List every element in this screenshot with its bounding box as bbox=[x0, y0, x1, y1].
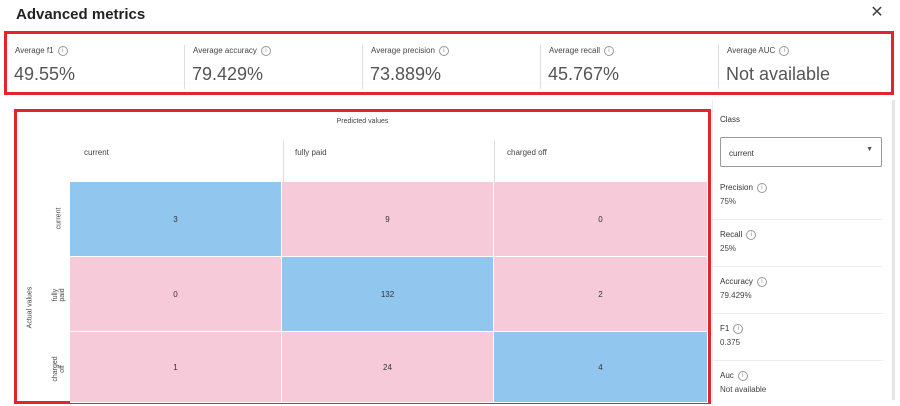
close-icon[interactable]: ✕ bbox=[870, 4, 884, 21]
divider bbox=[184, 45, 185, 89]
matrix-cell: 9 bbox=[282, 182, 494, 257]
info-icon[interactable]: i bbox=[57, 46, 68, 56]
info-icon[interactable]: i bbox=[779, 46, 790, 56]
dialog-title: Advanced metrics bbox=[16, 6, 146, 23]
chevron-down-icon: ▼ bbox=[866, 146, 873, 153]
confusion-matrix: Predicted values current fully paid char… bbox=[14, 109, 711, 404]
accuracy-label: Accuracy i bbox=[720, 277, 767, 287]
metric-value: 73.889% bbox=[370, 64, 442, 84]
recall-label: Recall i bbox=[720, 230, 757, 240]
divider bbox=[713, 219, 883, 220]
metric-label: Average accuracy bbox=[193, 46, 257, 56]
metric-value: Not available bbox=[726, 64, 831, 84]
column-header-charged-off: charged off bbox=[507, 148, 547, 157]
matrix-cell: 0 bbox=[70, 257, 282, 332]
accuracy-value: 79.429% bbox=[720, 291, 752, 300]
metric-label: Average precision bbox=[371, 46, 435, 56]
matrix-cell: 1 bbox=[70, 332, 282, 403]
column-header-current: current bbox=[84, 148, 109, 157]
info-icon[interactable]: i bbox=[746, 230, 757, 240]
precision-value: 75% bbox=[720, 197, 737, 206]
divider bbox=[494, 140, 495, 184]
info-icon[interactable]: i bbox=[733, 324, 744, 334]
metrics-summary: Average f1 i 49.55% Average accuracy i 79.… bbox=[4, 31, 894, 95]
metric-label: Average AUC bbox=[727, 46, 776, 56]
matrix-cell: 132 bbox=[282, 257, 494, 332]
column-header-fully-paid: fully paid bbox=[295, 148, 327, 157]
info-icon[interactable]: i bbox=[737, 371, 748, 381]
f1-label: F1 i bbox=[720, 324, 744, 334]
metric-average-auc: Average AUC i Not available bbox=[719, 37, 889, 91]
class-dropdown[interactable]: current ▼ bbox=[720, 137, 882, 167]
info-icon[interactable]: i bbox=[756, 183, 767, 193]
matrix-cell: 24 bbox=[282, 332, 494, 403]
metric-average-precision: Average precision i 73.889% bbox=[363, 37, 541, 91]
info-icon[interactable]: i bbox=[260, 46, 271, 56]
class-details-panel: Class current ▼ Precision i 75% Recall i 2… bbox=[712, 100, 883, 406]
predicted-values-title: Predicted values bbox=[336, 118, 389, 125]
row-header-current: current bbox=[55, 207, 63, 230]
divider bbox=[713, 360, 883, 361]
recall-value: 25% bbox=[720, 244, 737, 253]
matrix-cell: 2 bbox=[494, 257, 708, 332]
metric-average-accuracy: Average accuracy i 79.429% bbox=[185, 37, 363, 91]
row-header-fully-paid: fully paid bbox=[52, 288, 66, 302]
info-icon[interactable]: i bbox=[438, 46, 449, 56]
matrix-cell: 0 bbox=[494, 182, 708, 257]
metric-value: 79.429% bbox=[192, 64, 264, 84]
divider bbox=[362, 45, 363, 89]
f1-value: 0.375 bbox=[720, 338, 741, 347]
divider bbox=[718, 45, 719, 89]
metric-label: Average f1 bbox=[15, 46, 54, 56]
row-header-charged-off: charged off bbox=[52, 356, 66, 382]
divider bbox=[283, 140, 284, 184]
divider bbox=[713, 266, 883, 267]
class-dropdown-value: current bbox=[729, 149, 754, 158]
info-icon[interactable]: i bbox=[756, 277, 767, 287]
metric-average-f1: Average f1 i 49.55% bbox=[7, 37, 185, 91]
divider bbox=[713, 313, 883, 314]
divider bbox=[540, 45, 541, 89]
precision-label: Precision i bbox=[720, 183, 767, 193]
scrollbar[interactable] bbox=[892, 100, 895, 400]
metric-value: 45.767% bbox=[548, 64, 620, 84]
class-label: Class bbox=[720, 115, 741, 124]
actual-values-title: Actual values bbox=[26, 286, 34, 329]
metric-value: 49.55% bbox=[14, 64, 76, 84]
info-icon[interactable]: i bbox=[604, 46, 614, 56]
auc-value: Not available bbox=[720, 385, 767, 394]
metric-label: Average recall bbox=[549, 46, 600, 56]
matrix-cell: 3 bbox=[70, 182, 282, 257]
metric-average-recall: Average recall i 45.767% bbox=[541, 37, 719, 91]
matrix-cell: 4 bbox=[494, 332, 708, 403]
auc-label: Auc i bbox=[720, 371, 748, 381]
